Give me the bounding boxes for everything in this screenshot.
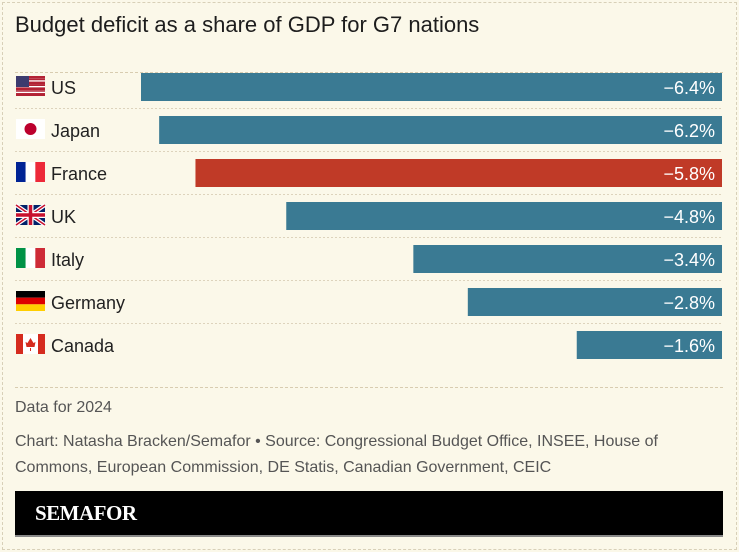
canada-flag-icon: [16, 334, 45, 354]
japan-flag-icon: [16, 119, 45, 139]
bar: [576, 331, 722, 359]
data-label: −2.8%: [663, 293, 715, 313]
data-label: −1.6%: [663, 336, 715, 356]
italy-flag-icon: [16, 248, 45, 268]
data-label: −6.4%: [663, 78, 715, 98]
category-label: Germany: [51, 293, 125, 313]
data-label: −4.8%: [663, 207, 715, 227]
bar-row-uk: UK −4.8%: [14, 202, 723, 238]
chart-title: Budget deficit as a share of GDP for G7 …: [15, 12, 480, 37]
source-credit: Chart: Natasha Bracken/Semafor • Source:…: [15, 433, 658, 476]
bar: [159, 116, 722, 144]
bar-row-japan: Japan −6.2%: [15, 116, 723, 152]
bar-row-france: France −5.8%: [15, 159, 723, 195]
category-label: UK: [51, 207, 76, 227]
uk-flag-icon: [14, 203, 47, 227]
us-flag-icon: [16, 76, 45, 96]
category-label: Canada: [51, 336, 115, 356]
germany-flag-icon: [16, 291, 45, 311]
brand-bar: SEMAFOR: [15, 491, 723, 537]
france-flag-icon: [16, 162, 45, 182]
category-label: France: [51, 164, 107, 184]
category-label: Italy: [51, 250, 84, 270]
top-divider: [15, 72, 723, 73]
bar: [141, 73, 722, 101]
bar-row-us: US −6.4%: [15, 73, 723, 109]
bar: [467, 288, 722, 316]
data-label: −5.8%: [663, 164, 715, 184]
category-label: US: [51, 78, 76, 98]
data-label: −3.4%: [663, 250, 715, 270]
bar: [195, 159, 722, 187]
bottom-divider: [15, 387, 723, 388]
bar: [286, 202, 722, 230]
category-label: Japan: [51, 121, 100, 141]
bar-row-italy: Italy −3.4%: [15, 245, 723, 281]
bar-chart: US −6.4% Japan −6.2% France −5.8% UK −4.8% Italy…: [14, 73, 723, 359]
semafor-logo: SEMAFOR: [35, 501, 137, 525]
data-label: −6.2%: [663, 121, 715, 141]
data-note: Data for 2024: [15, 399, 112, 416]
bar-row-canada: Canada −1.6%: [16, 331, 722, 359]
bar-row-germany: Germany −2.8%: [15, 288, 723, 324]
bar: [413, 245, 722, 273]
